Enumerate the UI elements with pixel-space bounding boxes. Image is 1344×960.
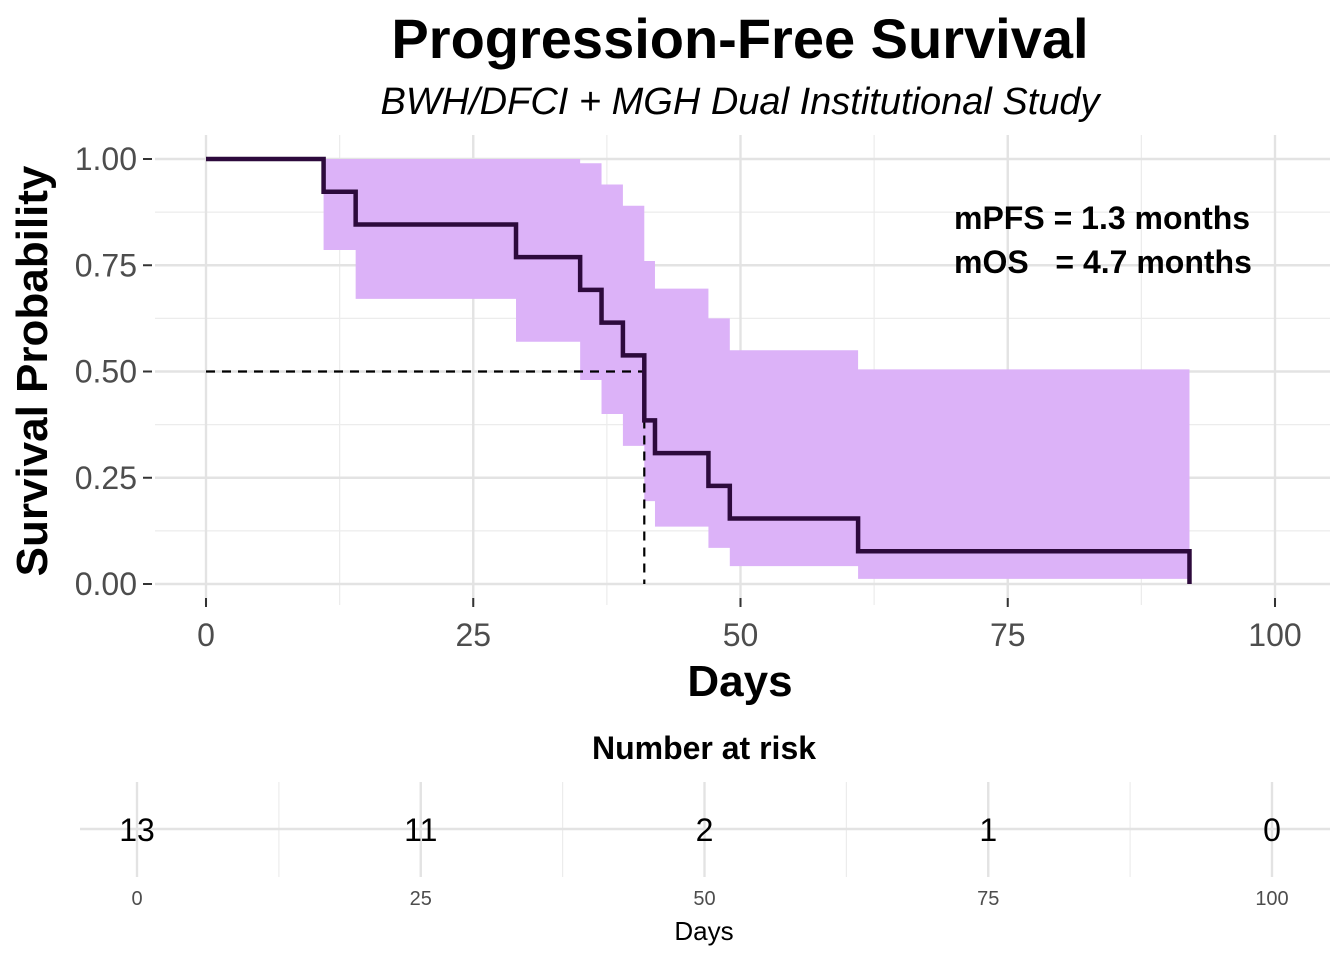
risk-count: 1 [979,812,997,848]
y-tick-label: 1.00 [75,141,137,177]
x-tick-label: 50 [723,617,759,653]
x-tick-label: 25 [455,617,491,653]
confidence-band-area [206,159,1190,579]
risk-x-tick-label: 25 [410,888,432,910]
risk-x-tick-label: 75 [977,888,999,910]
risk-x-tick-label: 50 [693,888,715,910]
mos-annotation: mOS = 4.7 months [954,244,1252,280]
risk-count: 0 [1263,812,1281,848]
x-tick-label: 100 [1248,617,1301,653]
y-tick-label: 0.50 [75,354,137,390]
y-axis-label: Survival Probability [8,165,57,576]
x-axis-label: Days [687,657,792,706]
x-tick-label: 0 [197,617,215,653]
survival-curve [206,156,1192,584]
y-tick-label: 0.75 [75,247,137,283]
y-tick-label: 0.00 [75,566,137,602]
risk-count: 11 [404,812,437,848]
axis-ticks: 0.00 0.25 0.50 0.75 1.00 0 25 50 75 100 [75,141,1302,653]
chart-title: Progression-Free Survival [391,7,1088,70]
confidence-band [206,159,1190,579]
risk-table-title: Number at risk [592,730,816,766]
risk-table: 13 0 11 25 2 50 1 75 0 100 [80,782,1330,910]
x-tick-label: 75 [990,617,1026,653]
chart-subtitle: BWH/DFCI + MGH Dual Institutional Study [380,81,1101,123]
survival-step-line [206,156,1192,584]
risk-x-tick-label: 100 [1255,888,1288,910]
risk-count: 13 [119,812,155,848]
mpfs-annotation: mPFS = 1.3 months [954,200,1250,236]
risk-count: 2 [696,812,714,848]
y-tick-label: 0.25 [75,460,137,496]
risk-x-tick-label: 0 [131,888,142,910]
risk-table-x-label: Days [674,916,733,946]
